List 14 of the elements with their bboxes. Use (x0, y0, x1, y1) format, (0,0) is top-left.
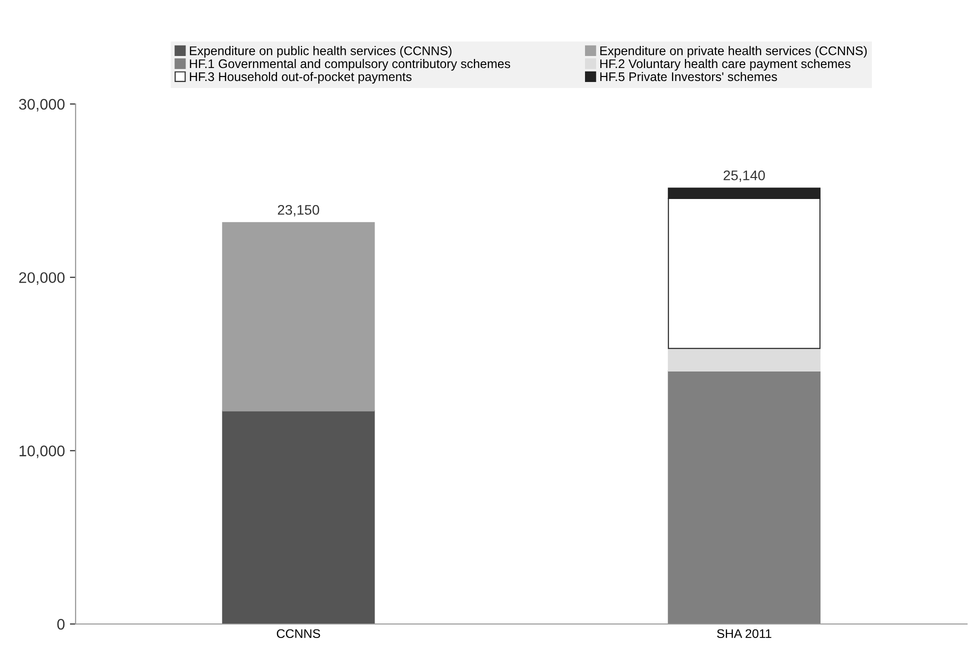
y-tick-label: 30,000 (19, 98, 65, 112)
legend-label: Expenditure on public health services (CCNNS) (190, 46, 452, 58)
y-tick-label: 20,000 (19, 272, 65, 285)
total-label: 23,150 (278, 204, 320, 216)
x-tick-label: SHA 2011 (717, 629, 772, 638)
y-tick-label: 10,000 (20, 446, 65, 458)
legend-label: HF.2 Voluntary health care payment schemes (600, 58, 850, 71)
y-tick-label: 0 (57, 618, 65, 630)
legend-label: Expenditure on private health services (CCNNS) (600, 46, 867, 58)
x-tick-label: CCNNS (276, 629, 320, 638)
legend-label: HF.3 Household out-of-pocket payments (190, 72, 412, 84)
legend-label: HF.1 Governmental and compulsory contributory schemes (190, 58, 510, 71)
total-label: 25,140 (724, 170, 765, 182)
legend-label: HF.5 Private Investors' schemes (600, 72, 777, 82)
